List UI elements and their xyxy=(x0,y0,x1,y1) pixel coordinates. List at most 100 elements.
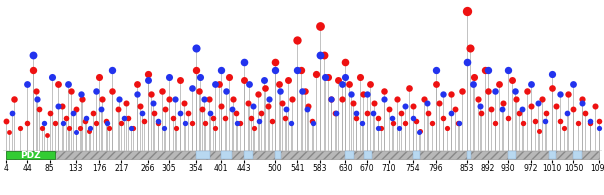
Point xyxy=(454,122,463,125)
Point xyxy=(34,107,43,110)
Point xyxy=(268,119,277,122)
Point xyxy=(442,126,452,129)
Point xyxy=(473,97,483,100)
Point xyxy=(483,90,492,93)
Point xyxy=(42,134,52,137)
Point xyxy=(319,53,329,57)
Point xyxy=(88,112,98,115)
Bar xyxy=(196,151,210,159)
Bar xyxy=(549,151,556,159)
Point xyxy=(352,112,361,115)
Point xyxy=(341,75,350,78)
Point xyxy=(239,61,249,64)
Point xyxy=(308,122,318,125)
Point xyxy=(181,122,190,125)
Point xyxy=(274,82,283,86)
Point xyxy=(263,104,273,107)
Point xyxy=(547,87,556,90)
Point xyxy=(143,72,153,75)
Point xyxy=(526,82,536,86)
Point xyxy=(422,101,432,105)
Point xyxy=(344,82,354,86)
Point xyxy=(547,72,556,75)
Point xyxy=(91,122,101,125)
Point xyxy=(431,82,440,86)
Point xyxy=(143,78,153,81)
Point xyxy=(338,97,347,100)
Point xyxy=(216,68,226,71)
Point xyxy=(450,107,460,110)
Point xyxy=(530,119,540,122)
Point xyxy=(573,122,583,125)
Point xyxy=(194,90,204,93)
Point xyxy=(121,101,130,105)
Point xyxy=(124,116,133,119)
Point xyxy=(108,68,117,71)
Point xyxy=(577,97,586,100)
Point xyxy=(248,104,258,107)
Point xyxy=(68,112,78,115)
Point xyxy=(515,112,524,115)
Point xyxy=(28,68,38,71)
Point xyxy=(277,101,287,105)
Point xyxy=(33,97,42,100)
Point xyxy=(321,75,330,78)
Point xyxy=(220,116,230,119)
Point xyxy=(187,87,197,90)
Point xyxy=(494,82,504,86)
Point xyxy=(280,116,290,119)
Point xyxy=(57,104,67,107)
Point xyxy=(175,78,185,81)
Point xyxy=(61,116,71,119)
Point xyxy=(76,93,85,96)
Point xyxy=(487,107,496,110)
Point xyxy=(348,101,358,105)
Point xyxy=(332,112,341,115)
Point xyxy=(48,75,57,78)
Point xyxy=(446,93,455,96)
Bar xyxy=(509,151,516,159)
Point xyxy=(159,126,169,129)
Point xyxy=(362,93,372,96)
Point xyxy=(31,90,41,93)
Point xyxy=(235,122,245,125)
Point xyxy=(126,126,136,129)
Point xyxy=(284,78,294,81)
Point xyxy=(562,112,572,115)
Point xyxy=(416,129,425,132)
Point xyxy=(232,122,242,125)
Point xyxy=(480,68,490,71)
Point xyxy=(254,119,263,122)
Point xyxy=(370,101,379,105)
Point xyxy=(300,90,310,93)
Point xyxy=(22,82,32,86)
Bar xyxy=(5,151,55,159)
Point xyxy=(53,104,63,107)
Point xyxy=(59,122,68,125)
Point xyxy=(71,107,80,110)
Point xyxy=(315,53,325,57)
Point xyxy=(355,75,364,78)
Point xyxy=(191,68,201,71)
Point xyxy=(551,104,561,107)
Point xyxy=(77,97,87,100)
Point xyxy=(292,68,302,71)
Point xyxy=(150,112,159,115)
Point xyxy=(538,97,547,100)
Point xyxy=(137,112,147,115)
Point xyxy=(541,112,551,115)
Point xyxy=(108,90,117,93)
Point xyxy=(170,97,179,100)
Point xyxy=(330,112,340,115)
Point xyxy=(522,90,532,93)
Point xyxy=(101,119,111,122)
Point xyxy=(414,131,423,134)
Point xyxy=(507,78,517,81)
Point xyxy=(102,122,112,125)
Point xyxy=(113,107,123,110)
Point xyxy=(373,126,383,129)
Point xyxy=(541,119,550,122)
Point xyxy=(292,39,302,42)
Point xyxy=(396,112,406,115)
Point xyxy=(168,116,178,119)
